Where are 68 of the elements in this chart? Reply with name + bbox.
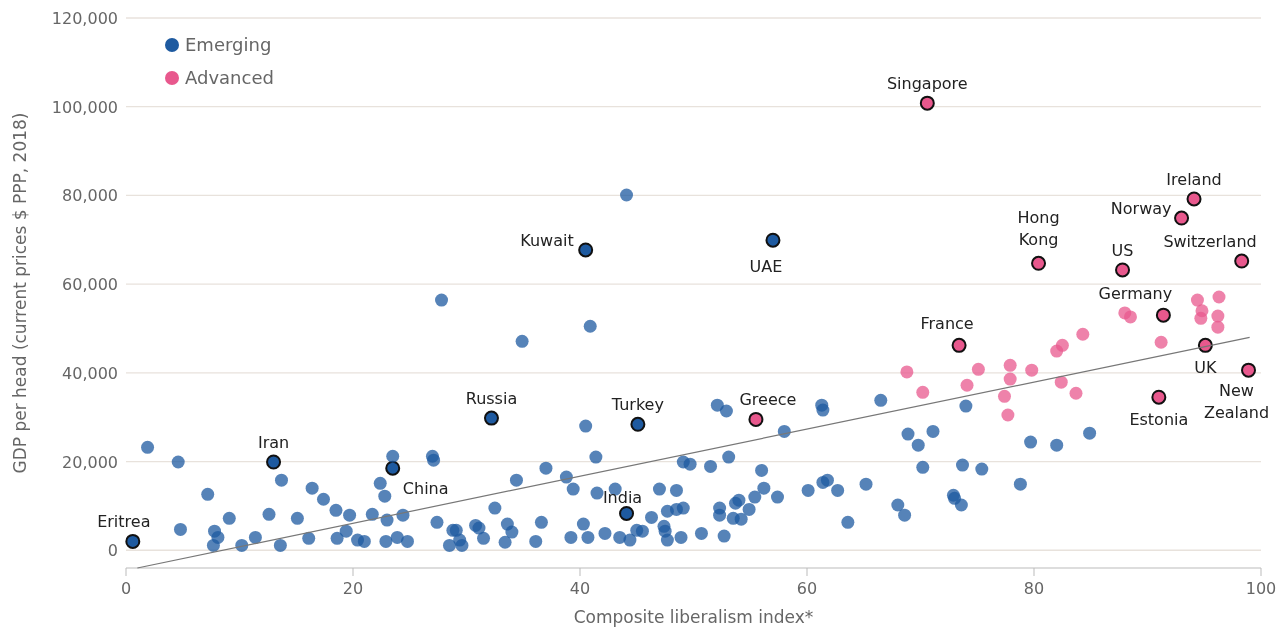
point: [919, 95, 935, 111]
point: [1234, 253, 1250, 269]
annotation: US: [1111, 240, 1134, 260]
x-tick-label: 60: [796, 579, 818, 598]
annotation: Switzerland: [1163, 232, 1257, 252]
annotation: Estonia: [1129, 410, 1189, 430]
point: [900, 365, 914, 379]
point: [748, 411, 764, 427]
annotation: France: [920, 314, 974, 334]
point: [1115, 262, 1131, 278]
point: [1212, 290, 1226, 304]
point: [1154, 335, 1168, 349]
y-tick-label: 0: [107, 541, 118, 561]
annotation: Greece: [739, 390, 797, 410]
y-tick-label: 80,000: [62, 186, 118, 206]
legend-label: Advanced: [185, 67, 274, 88]
point: [1241, 362, 1257, 378]
y-tick-label: 120,000: [51, 9, 118, 28]
x-tick-label: 80: [1023, 579, 1045, 598]
legend-label: Emerging: [185, 34, 272, 55]
annotation: Eritrea: [97, 512, 151, 532]
point: [1003, 358, 1017, 372]
point: [1025, 363, 1039, 377]
annotation: India: [602, 488, 643, 508]
point: [1031, 255, 1047, 271]
point: [1190, 293, 1204, 307]
x-tick-label: 20: [342, 579, 364, 598]
annotation: Singapore: [886, 74, 968, 94]
point: [1069, 386, 1083, 400]
point: [1186, 191, 1202, 207]
annotation: UAE: [749, 257, 783, 277]
annotation: New Zealand: [1203, 381, 1270, 423]
point: [1194, 311, 1208, 325]
annotation: Ireland: [1166, 169, 1222, 189]
point: [1001, 408, 1015, 422]
point: [1155, 307, 1171, 323]
y-tick-label: 40,000: [62, 363, 118, 383]
point: [960, 378, 974, 392]
y-tick-label: 100,000: [51, 97, 118, 117]
point: [916, 385, 930, 399]
point: [951, 337, 967, 353]
annotation: Turkey: [610, 395, 664, 415]
point: [1054, 375, 1068, 389]
point: [1211, 320, 1225, 334]
point: [1211, 309, 1225, 323]
point: [1123, 310, 1137, 324]
point: [971, 362, 985, 376]
annotation: Iran: [257, 432, 290, 452]
x-tick-label: 0: [120, 579, 132, 598]
point: [1151, 389, 1167, 405]
point: [1003, 372, 1017, 386]
y-tick-label: 20,000: [62, 452, 118, 472]
x-tick-label: 100: [1245, 579, 1277, 598]
x-tick-label: 40: [569, 579, 591, 598]
annotation: China: [402, 479, 449, 499]
annotation: Germany: [1098, 284, 1173, 304]
y-tick-label: 60,000: [62, 275, 118, 295]
point: [1174, 210, 1190, 226]
annotation: Russia: [465, 389, 518, 409]
point: [997, 389, 1011, 403]
annotation: Norway: [1110, 199, 1172, 219]
annotation: UK: [1194, 358, 1217, 378]
point: [1055, 338, 1069, 352]
annotation: Kuwait: [520, 230, 574, 250]
annotation: Hong Kong: [1017, 208, 1060, 250]
y-axis-title: GDP per head (current prices $ PPP, 2018): [10, 112, 30, 474]
point: [1076, 327, 1090, 341]
x-axis-title: Composite liberalism index*: [573, 607, 814, 627]
